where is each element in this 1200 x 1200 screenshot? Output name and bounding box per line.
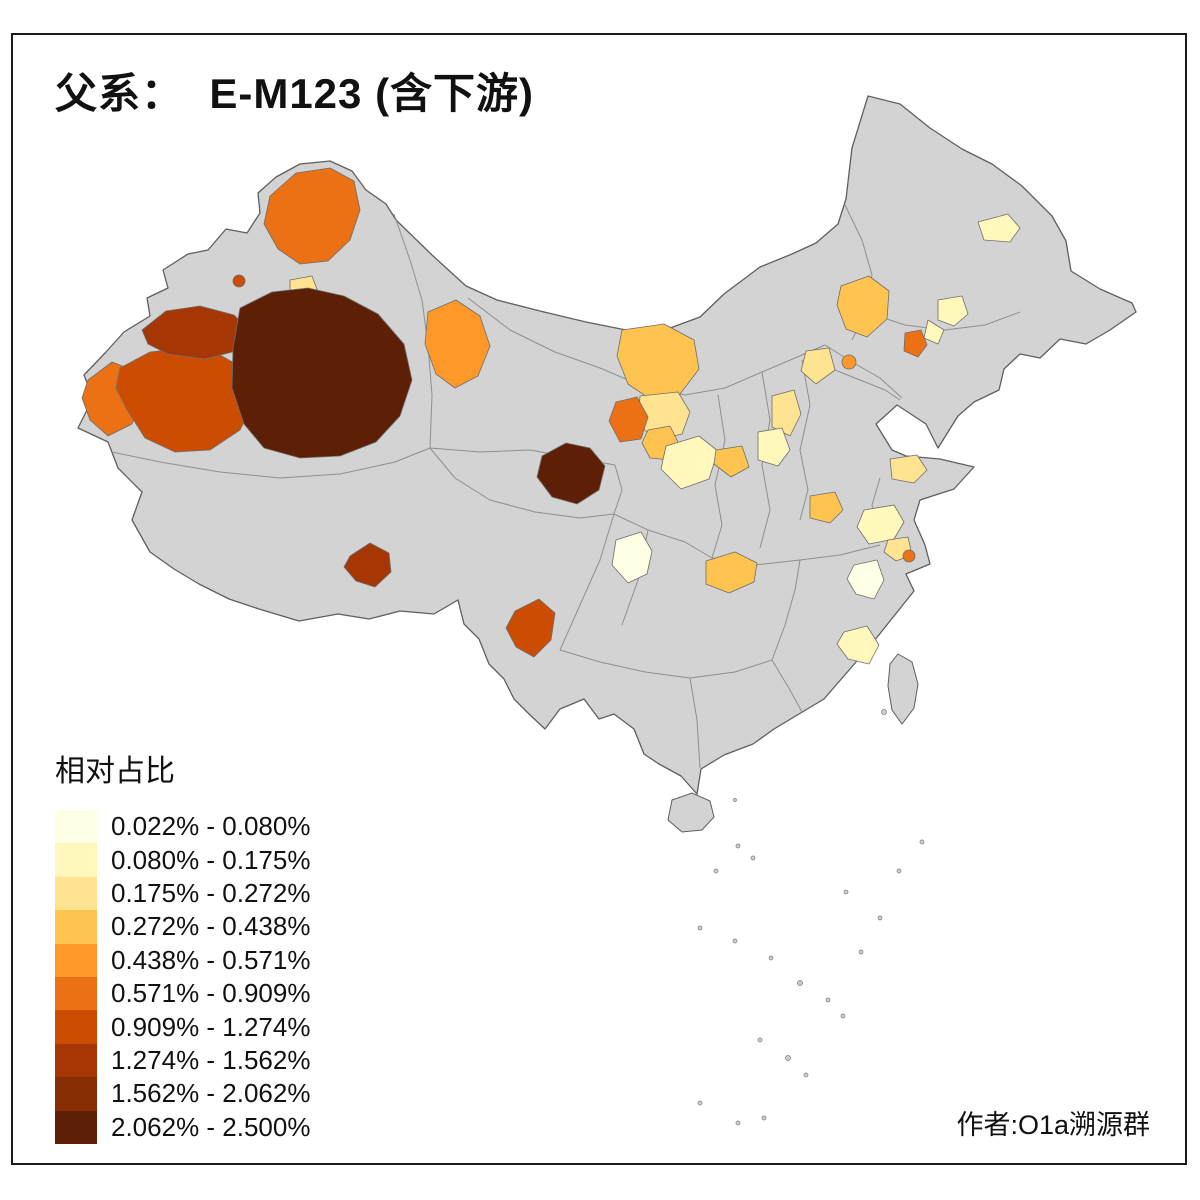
- legend-swatch-3: [55, 910, 97, 944]
- colored-regions: [81, 167, 1021, 665]
- legend-swatch-1: [55, 843, 97, 877]
- province-borders: [111, 204, 1021, 769]
- legend-title: 相对占比: [55, 755, 175, 788]
- legend-swatch-8: [55, 1077, 97, 1111]
- legend: 相对占比 0.022% - 0.080% 0.080% - 0.175% 0.1…: [55, 746, 310, 1144]
- region-shanxi-pale: [771, 389, 802, 437]
- region-gansu-west: [424, 299, 491, 389]
- legend-row: 0.909% - 1.274%: [55, 1010, 311, 1044]
- legend-label-6: 0.909% - 1.274%: [111, 1011, 311, 1042]
- region-hebei-central-pale: [809, 491, 844, 524]
- region-shandong-pale: [889, 454, 928, 484]
- region-henan: [705, 551, 758, 594]
- legend-label-7: 1.274% - 1.562%: [111, 1044, 311, 1075]
- legend-label-0: 0.022% - 0.080%: [111, 811, 311, 842]
- legend-swatch-4: [55, 943, 97, 977]
- legend-row: 0.080% - 0.175%: [55, 843, 311, 877]
- legend-row: 0.175% - 0.272%: [55, 876, 311, 911]
- legend-row: 2.062% - 2.500%: [55, 1110, 311, 1144]
- legend-row: 1.562% - 2.062%: [55, 1077, 311, 1111]
- legend-swatch-9: [55, 1110, 97, 1144]
- region-jilin-pale-a: [937, 295, 969, 327]
- region-shaanxi-orange: [713, 445, 750, 478]
- legend-swatch-5: [55, 976, 97, 1011]
- region-shaanxi-pale: [660, 435, 719, 490]
- author-credit: 作者:O1a溯源群: [956, 1110, 1150, 1140]
- region-hebei-south-pale: [757, 427, 791, 467]
- region-sichuan-pale: [611, 531, 653, 584]
- legend-row: 0.272% - 0.438%: [55, 910, 311, 944]
- legend-label-4: 0.438% - 0.571%: [111, 944, 311, 975]
- legend-swatch-6: [55, 1010, 97, 1044]
- region-xinjiang-east-dark: [231, 287, 413, 459]
- south-china-sea-islands: [697, 709, 925, 1126]
- legend-label-2: 0.175% - 0.272%: [111, 877, 311, 908]
- taiwan-island: [887, 653, 919, 725]
- legend-row: 1.274% - 1.562%: [55, 1043, 311, 1078]
- region-liaoning-dot: [903, 329, 928, 358]
- region-jilin-pale-b: [923, 319, 945, 345]
- region-heilongjiang-pale: [977, 213, 1021, 243]
- legend-swatch-7: [55, 1043, 97, 1078]
- region-yunnan-west: [505, 598, 556, 658]
- legend-row: 0.438% - 0.571%: [55, 943, 311, 977]
- region-zhejiang-cream: [846, 559, 885, 600]
- legend-label-1: 0.080% - 0.175%: [111, 844, 311, 875]
- page-title: 父系： E-M123 (含下游): [55, 70, 535, 117]
- region-xinjiang-north-dot: [232, 274, 246, 288]
- region-xinjiang-north: [263, 167, 361, 265]
- region-shanghai-dot: [902, 549, 916, 563]
- region-fujian-pale: [836, 625, 880, 665]
- legend-label-9: 2.062% - 2.500%: [111, 1111, 311, 1142]
- legend-swatch-2: [55, 876, 97, 911]
- legend-label-5: 0.571% - 0.909%: [111, 978, 311, 1009]
- region-ningxia: [608, 396, 649, 443]
- legend-swatch-0: [55, 810, 97, 844]
- legend-label-8: 1.562% - 2.062%: [111, 1078, 311, 1109]
- region-hebei-north-pale: [800, 347, 836, 385]
- region-inner-mongolia-west: [616, 323, 700, 400]
- china-mainland: [77, 95, 1137, 795]
- hainan-island: [667, 792, 715, 833]
- region-tibet-south: [343, 542, 392, 588]
- legend-label-3: 0.272% - 0.438%: [111, 911, 311, 942]
- region-inner-mongolia-east: [836, 275, 890, 338]
- region-beijing-dot: [841, 354, 857, 370]
- region-qinghai-east-dark: [536, 442, 606, 505]
- legend-row: 0.022% - 0.080%: [55, 810, 311, 844]
- legend-row: 0.571% - 0.909%: [55, 976, 311, 1011]
